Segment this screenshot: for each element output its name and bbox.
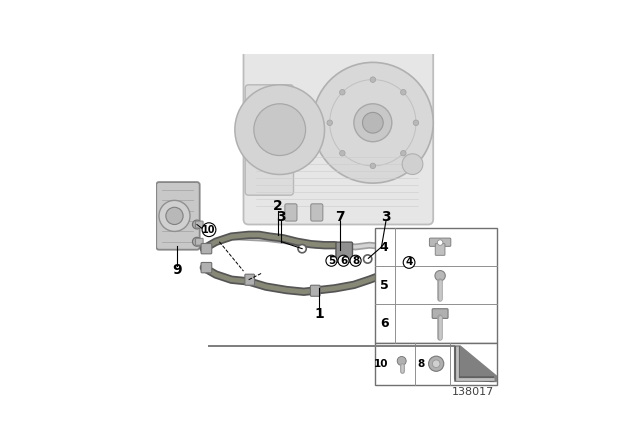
Text: 4: 4 <box>380 241 388 254</box>
Circle shape <box>193 237 202 246</box>
FancyBboxPatch shape <box>245 274 255 285</box>
Bar <box>374 228 497 343</box>
Circle shape <box>235 85 324 175</box>
FancyBboxPatch shape <box>385 246 407 256</box>
Circle shape <box>362 112 383 133</box>
Circle shape <box>202 223 216 237</box>
Text: 7: 7 <box>335 210 345 224</box>
FancyBboxPatch shape <box>310 285 320 296</box>
Circle shape <box>338 255 349 266</box>
Circle shape <box>350 255 361 266</box>
Circle shape <box>326 255 337 266</box>
Circle shape <box>193 220 202 229</box>
Text: 3: 3 <box>276 210 286 224</box>
Circle shape <box>327 120 333 125</box>
Text: 8: 8 <box>352 256 359 266</box>
Circle shape <box>370 77 376 82</box>
Text: 3: 3 <box>381 210 391 224</box>
Circle shape <box>401 90 406 95</box>
Polygon shape <box>208 346 497 382</box>
Circle shape <box>403 257 415 268</box>
Text: 9: 9 <box>172 263 182 277</box>
Text: 1: 1 <box>314 307 324 321</box>
Circle shape <box>364 255 372 263</box>
Text: 2: 2 <box>273 199 283 213</box>
FancyBboxPatch shape <box>435 244 445 255</box>
Circle shape <box>166 207 183 224</box>
Circle shape <box>401 151 406 156</box>
Bar <box>374 343 497 385</box>
FancyBboxPatch shape <box>432 309 448 319</box>
Circle shape <box>340 90 345 95</box>
FancyBboxPatch shape <box>336 242 353 262</box>
Circle shape <box>254 104 305 155</box>
Text: 8: 8 <box>417 359 425 369</box>
Circle shape <box>437 240 443 246</box>
Circle shape <box>159 200 190 232</box>
FancyBboxPatch shape <box>385 241 399 267</box>
FancyBboxPatch shape <box>201 263 212 273</box>
Text: 5: 5 <box>328 256 335 266</box>
Circle shape <box>312 62 433 183</box>
Text: 138017: 138017 <box>451 387 493 397</box>
Circle shape <box>298 245 307 253</box>
FancyBboxPatch shape <box>156 182 200 250</box>
Circle shape <box>402 154 423 174</box>
Circle shape <box>429 356 444 371</box>
Text: 6: 6 <box>340 256 347 266</box>
FancyBboxPatch shape <box>196 238 203 245</box>
Text: 5: 5 <box>380 279 388 292</box>
FancyBboxPatch shape <box>245 85 294 195</box>
Circle shape <box>370 163 376 168</box>
Text: 10: 10 <box>374 359 388 369</box>
Circle shape <box>354 104 392 142</box>
FancyBboxPatch shape <box>429 238 451 246</box>
Text: 10: 10 <box>202 225 216 235</box>
Circle shape <box>340 151 345 156</box>
FancyBboxPatch shape <box>311 204 323 221</box>
FancyBboxPatch shape <box>201 244 212 254</box>
Text: 4: 4 <box>405 258 413 267</box>
FancyBboxPatch shape <box>285 204 297 221</box>
Circle shape <box>397 357 406 366</box>
FancyBboxPatch shape <box>243 42 433 224</box>
Circle shape <box>413 120 419 125</box>
Circle shape <box>433 360 440 367</box>
Circle shape <box>435 271 445 281</box>
Text: 6: 6 <box>380 317 388 330</box>
FancyBboxPatch shape <box>196 221 203 228</box>
